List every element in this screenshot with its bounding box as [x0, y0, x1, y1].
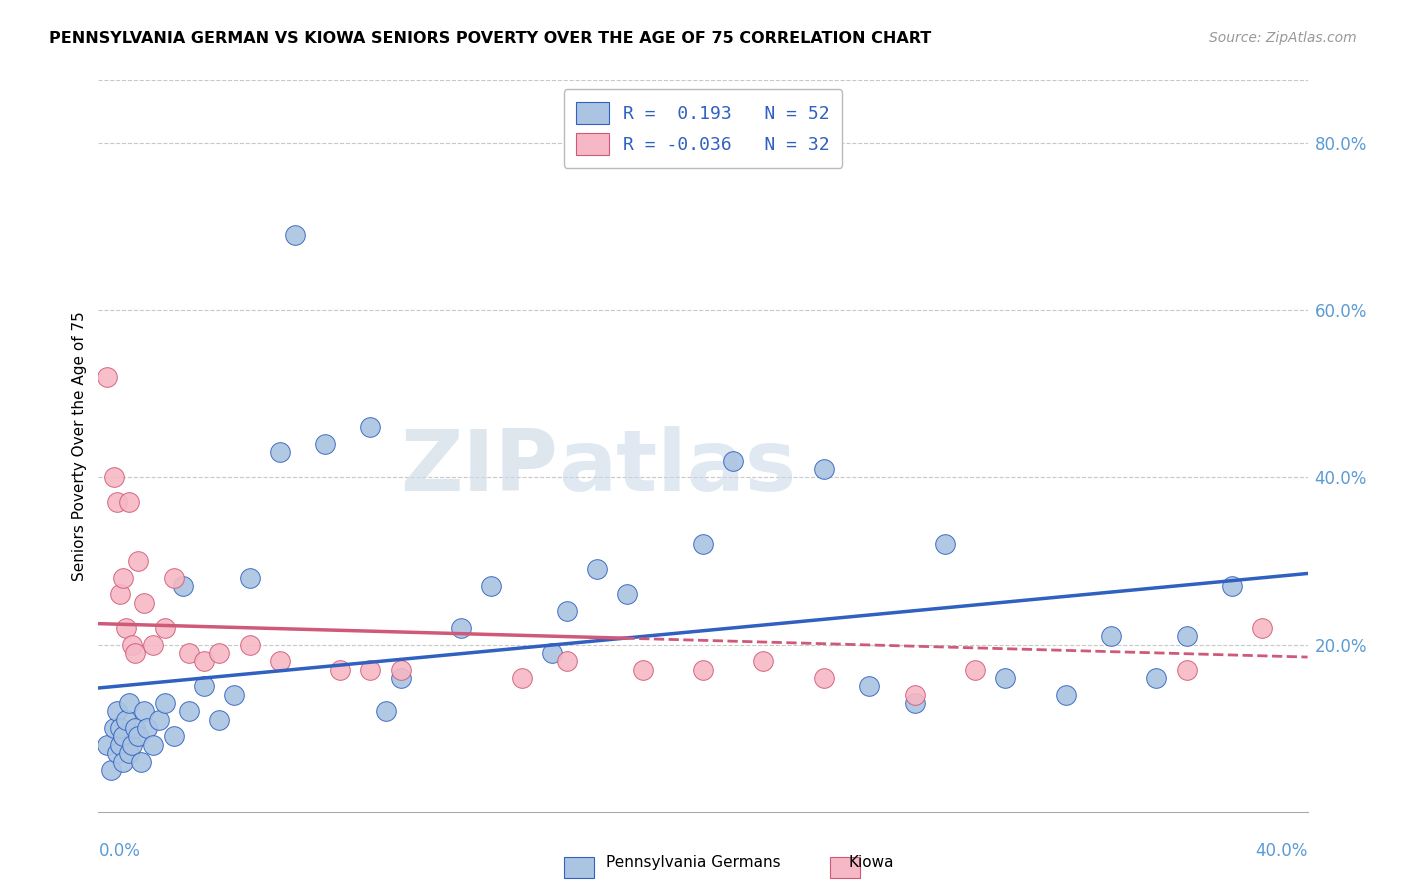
Point [616, 587, 638, 601]
Y-axis label: Seniors Poverty Over the Age of 75: Seniors Poverty Over the Age of 75 [72, 311, 87, 581]
Point [1251, 621, 1274, 635]
Point [208, 646, 231, 660]
Text: 0.0%: 0.0% [98, 842, 141, 860]
Point [269, 445, 291, 459]
Point [179, 646, 201, 660]
Point [269, 654, 291, 668]
Point [121, 738, 143, 752]
Point [1054, 688, 1077, 702]
Point [135, 721, 157, 735]
Point [1144, 671, 1167, 685]
Point [111, 755, 134, 769]
Point [153, 621, 176, 635]
Point [1220, 579, 1243, 593]
Point [96, 738, 118, 752]
Point [132, 705, 155, 719]
Point [540, 646, 562, 660]
Point [858, 679, 880, 693]
Point [124, 646, 146, 660]
Point [114, 621, 136, 635]
Point [142, 738, 165, 752]
Point [360, 420, 382, 434]
Text: ZIP: ZIP [401, 426, 558, 509]
Point [111, 730, 134, 744]
Bar [830, 857, 860, 878]
Point [118, 696, 141, 710]
Point [105, 746, 128, 760]
Point [284, 227, 307, 242]
Point [813, 671, 835, 685]
Point [208, 713, 231, 727]
Point [132, 596, 155, 610]
Point [692, 537, 714, 551]
Point [129, 755, 152, 769]
Point [692, 663, 714, 677]
Point [108, 721, 131, 735]
Point [1175, 663, 1198, 677]
Point [163, 730, 186, 744]
Point [111, 571, 134, 585]
Point [813, 462, 835, 476]
Point [153, 696, 176, 710]
Point [1099, 629, 1122, 643]
Point [114, 713, 136, 727]
Point [172, 579, 194, 593]
Point [142, 638, 165, 652]
Point [389, 671, 412, 685]
Point [510, 671, 533, 685]
Point [127, 730, 149, 744]
Point [360, 663, 382, 677]
Point [105, 705, 128, 719]
Point [752, 654, 775, 668]
Point [389, 663, 412, 677]
Point [329, 663, 352, 677]
Point [193, 654, 215, 668]
Point [118, 746, 141, 760]
Point [631, 663, 654, 677]
Point [103, 470, 125, 484]
Point [904, 696, 927, 710]
Point [179, 705, 201, 719]
Point [1175, 629, 1198, 643]
Point [163, 571, 186, 585]
Point [105, 495, 128, 509]
Point [934, 537, 956, 551]
Point [121, 638, 143, 652]
Text: 40.0%: 40.0% [1256, 842, 1308, 860]
Legend: R =  0.193   N = 52, R = -0.036   N = 32: R = 0.193 N = 52, R = -0.036 N = 32 [564, 89, 842, 168]
Point [103, 721, 125, 735]
Point [994, 671, 1017, 685]
Bar [564, 857, 595, 878]
Point [100, 763, 122, 777]
Point [108, 738, 131, 752]
Point [193, 679, 215, 693]
Point [481, 579, 503, 593]
Point [723, 453, 745, 467]
Point [118, 495, 141, 509]
Point [374, 705, 396, 719]
Point [224, 688, 246, 702]
Point [555, 604, 578, 618]
Point [555, 654, 578, 668]
Point [450, 621, 472, 635]
Point [965, 663, 987, 677]
Point [148, 713, 170, 727]
Point [239, 571, 262, 585]
Text: atlas: atlas [558, 426, 796, 509]
Point [124, 721, 146, 735]
Text: Source: ZipAtlas.com: Source: ZipAtlas.com [1209, 31, 1357, 45]
Text: Kiowa: Kiowa [848, 855, 894, 870]
Text: Pennsylvania Germans: Pennsylvania Germans [606, 855, 780, 870]
Point [239, 638, 262, 652]
Point [586, 562, 609, 576]
Point [108, 587, 131, 601]
Text: PENNSYLVANIA GERMAN VS KIOWA SENIORS POVERTY OVER THE AGE OF 75 CORRELATION CHAR: PENNSYLVANIA GERMAN VS KIOWA SENIORS POV… [49, 31, 931, 46]
Point [904, 688, 927, 702]
Point [127, 554, 149, 568]
Point [314, 437, 336, 451]
Point [96, 370, 118, 384]
